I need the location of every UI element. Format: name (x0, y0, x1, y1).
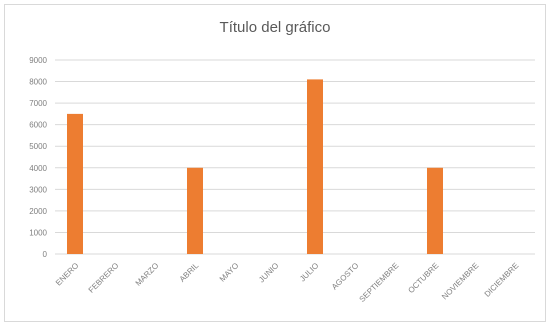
y-tick-label: 6000 (29, 121, 47, 130)
y-tick-label: 9000 (29, 56, 47, 65)
y-tick-label: 0 (43, 250, 48, 259)
x-tick-label: SEPTIEMBRE (358, 261, 401, 304)
x-tick-label: DICIEMBRE (483, 261, 521, 299)
chart-area: Título del gráfico (4, 4, 546, 322)
y-tick-label: 3000 (29, 185, 47, 194)
x-tick-label: JUNIO (257, 261, 280, 284)
y-tick-label: 5000 (29, 142, 47, 151)
x-tick-label: ENERO (54, 261, 80, 287)
y-tick-label: 8000 (29, 78, 47, 87)
x-tick-label: MARZO (134, 261, 161, 288)
y-tick-label: 2000 (29, 207, 47, 216)
bar-octubre (427, 167, 443, 254)
y-tick-label: 4000 (29, 164, 47, 173)
x-tick-label: OCTUBRE (406, 261, 440, 295)
y-tick-label: 7000 (29, 99, 47, 108)
x-tick-label: JULIO (298, 261, 320, 283)
x-tick-label: ABRIL (178, 261, 201, 284)
bar-abril (187, 167, 203, 254)
x-tick-label: AGOSTO (330, 261, 360, 291)
y-tick-label: 1000 (29, 228, 47, 237)
bar-enero (67, 113, 83, 254)
x-tick-label: NOVIEMBRE (440, 261, 480, 301)
x-tick-label: FEBRERO (87, 261, 121, 295)
chart-title: Título del gráfico (219, 19, 331, 36)
bar-julio (307, 79, 323, 255)
x-tick-label: MAYO (218, 261, 241, 284)
